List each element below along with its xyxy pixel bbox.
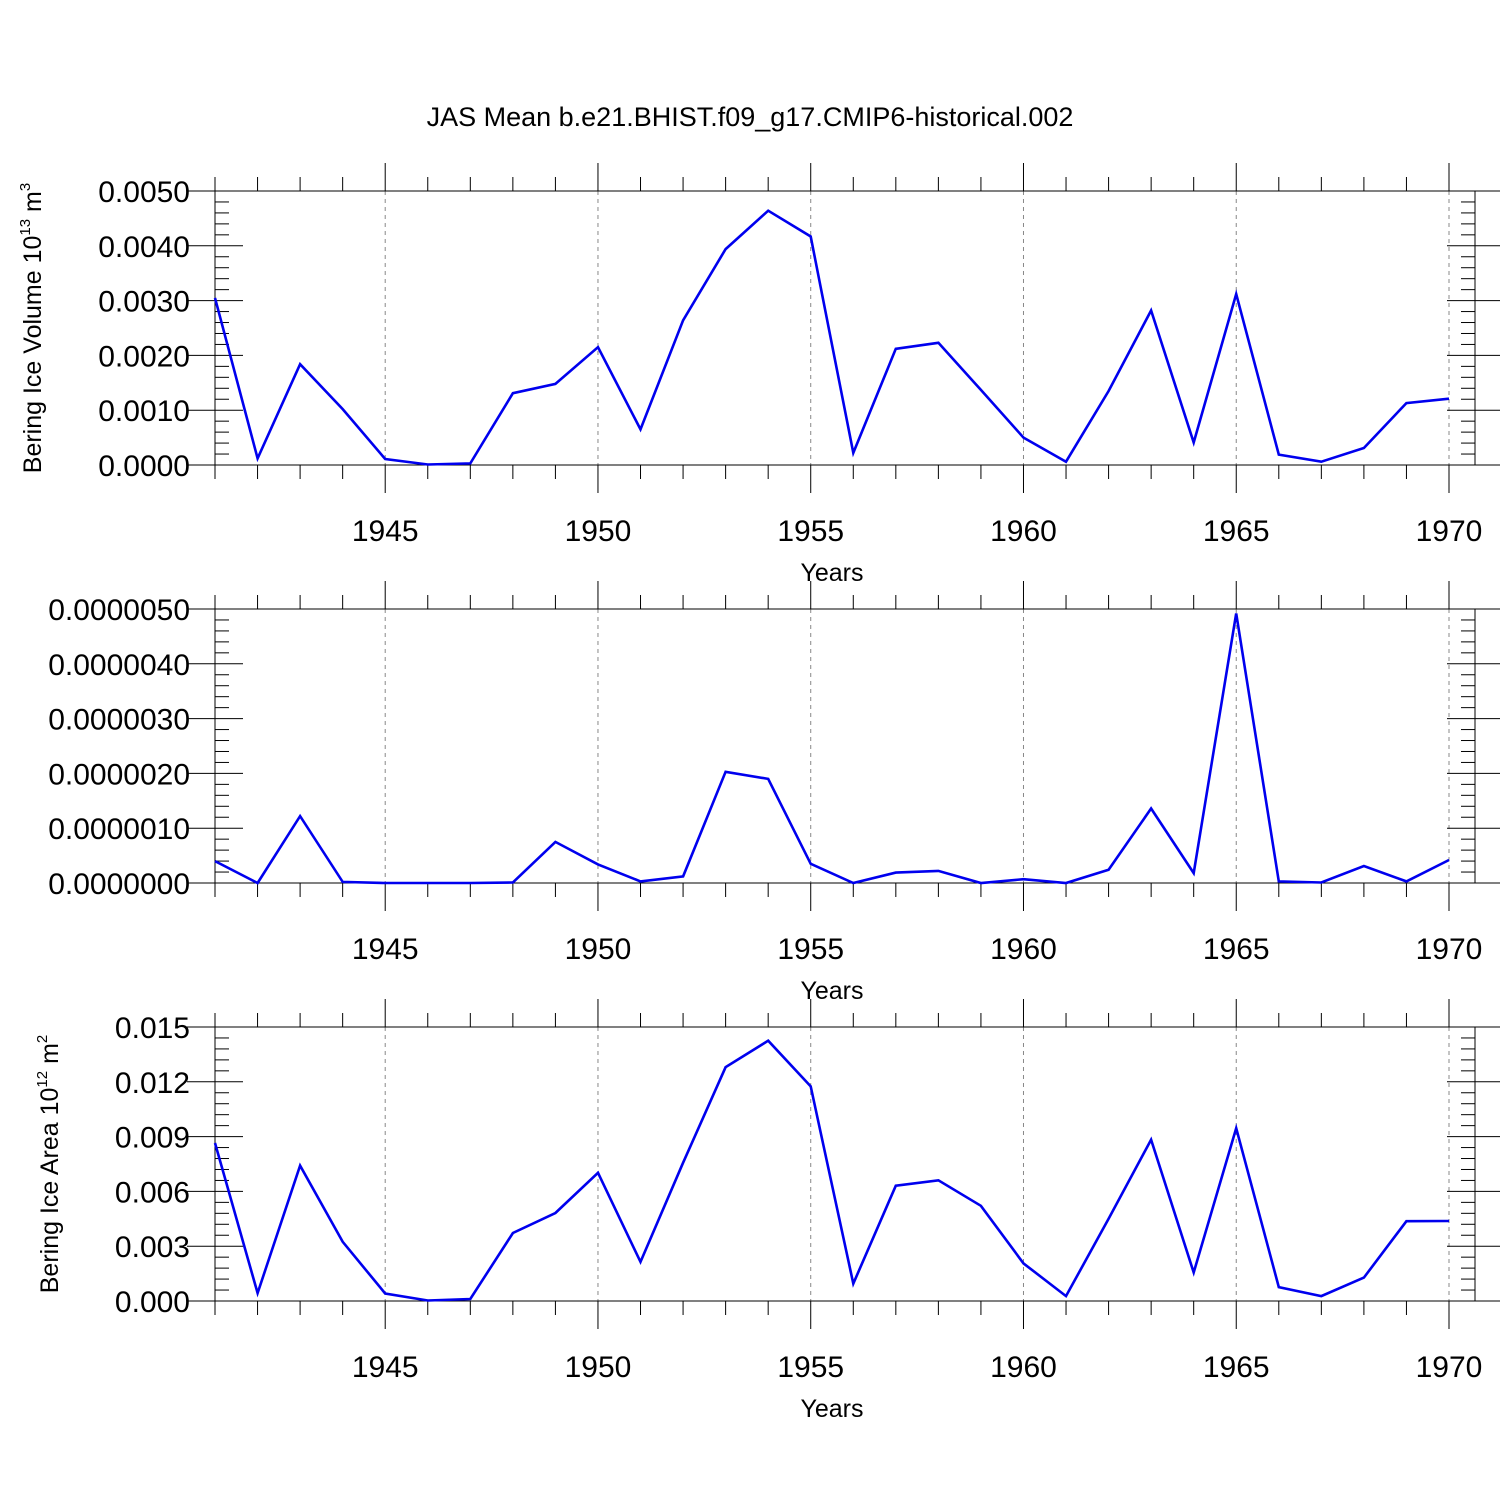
x-axis-title: Years [800, 977, 863, 1005]
x-axis-title: Years [800, 559, 863, 587]
x-tick-label: 1955 [777, 933, 844, 966]
y-axis-title-part: Bering Ice Volume 10 [19, 236, 47, 474]
x-tick-label: 1950 [565, 933, 632, 966]
y-tick-label: 0.0000000 [48, 868, 190, 901]
y-tick-label: 0.012 [115, 1067, 190, 1100]
x-tick-label: 1965 [1203, 515, 1270, 548]
y-axis-title-part: m [19, 191, 47, 219]
y-tick-label: 0.015 [115, 1012, 190, 1045]
figure-title: JAS Mean b.e21.BHIST.f09_g17.CMIP6-histo… [427, 102, 1074, 132]
y-tick-label: 0.0000020 [48, 758, 190, 791]
y-axis-title-superscript: 2 [34, 1035, 51, 1043]
y-tick-label: 0.009 [115, 1122, 190, 1155]
x-tick-label: 1970 [1416, 1351, 1483, 1384]
panel-ice-volume: 0.0000 0.0010 0.0020 0.0030 0.0040 0.0050 1945… [17, 163, 1500, 587]
y-tick-label: 0.0000050 [48, 594, 190, 627]
y-tick-label: 0.0020 [98, 340, 190, 373]
y-tick-label: 0.0000040 [48, 649, 190, 682]
x-tick-label: 1955 [777, 1351, 844, 1384]
y-axis-title-superscript: 13 [17, 219, 34, 236]
y-tick-label: 0.0000 [98, 450, 190, 483]
y-tick-label: 0.0000030 [48, 704, 190, 737]
x-tick-label: 1960 [990, 515, 1057, 548]
x-tick-label: 1970 [1416, 515, 1483, 548]
x-tick-label: 1965 [1203, 933, 1270, 966]
y-tick-label: 0.0040 [98, 231, 190, 264]
x-tick-label: 1970 [1416, 933, 1483, 966]
y-tick-label: 0.000 [115, 1286, 190, 1319]
x-tick-label: 1965 [1203, 1351, 1270, 1384]
x-tick-label: 1945 [352, 933, 419, 966]
x-tick-label: 1945 [352, 1351, 419, 1384]
y-axis-title-part: Bering Ice Area 10 [36, 1088, 64, 1294]
series-line [213, 209, 1450, 466]
y-axis-title-part: m [36, 1043, 64, 1071]
y-tick-label: 0.0010 [98, 395, 190, 428]
x-tick-label: 1945 [352, 515, 419, 548]
x-axis-title: Years [800, 1395, 863, 1423]
y-tick-label: 0.0050 [98, 176, 190, 209]
panel-middle: 0.0000000 0.0000010 0.0000020 0.0000030 0.00… [48, 581, 1500, 1005]
y-tick-label: 0.0000010 [48, 813, 190, 846]
y-tick-label: 0.003 [115, 1231, 190, 1264]
y-axis-title: Bering Ice Area 1012 m2 [34, 1035, 64, 1294]
y-axis-title: Bering Ice Volume 1013 m3 [17, 183, 47, 473]
x-tick-label: 1950 [565, 515, 632, 548]
x-tick-label: 1950 [565, 1351, 632, 1384]
x-tick-label: 1960 [990, 933, 1057, 966]
y-tick-label: 0.006 [115, 1176, 190, 1209]
panel-ice-area: 0.000 0.003 0.006 0.009 0.012 0.015 1945 1950 19… [34, 999, 1500, 1423]
x-tick-label: 1960 [990, 1351, 1057, 1384]
x-tick-label: 1955 [777, 515, 844, 548]
y-axis-title-superscript: 3 [17, 183, 34, 191]
y-tick-label: 0.0030 [98, 286, 190, 319]
series-line [214, 613, 1450, 885]
y-axis-title-superscript: 12 [34, 1071, 51, 1088]
series-line [213, 1039, 1450, 1302]
